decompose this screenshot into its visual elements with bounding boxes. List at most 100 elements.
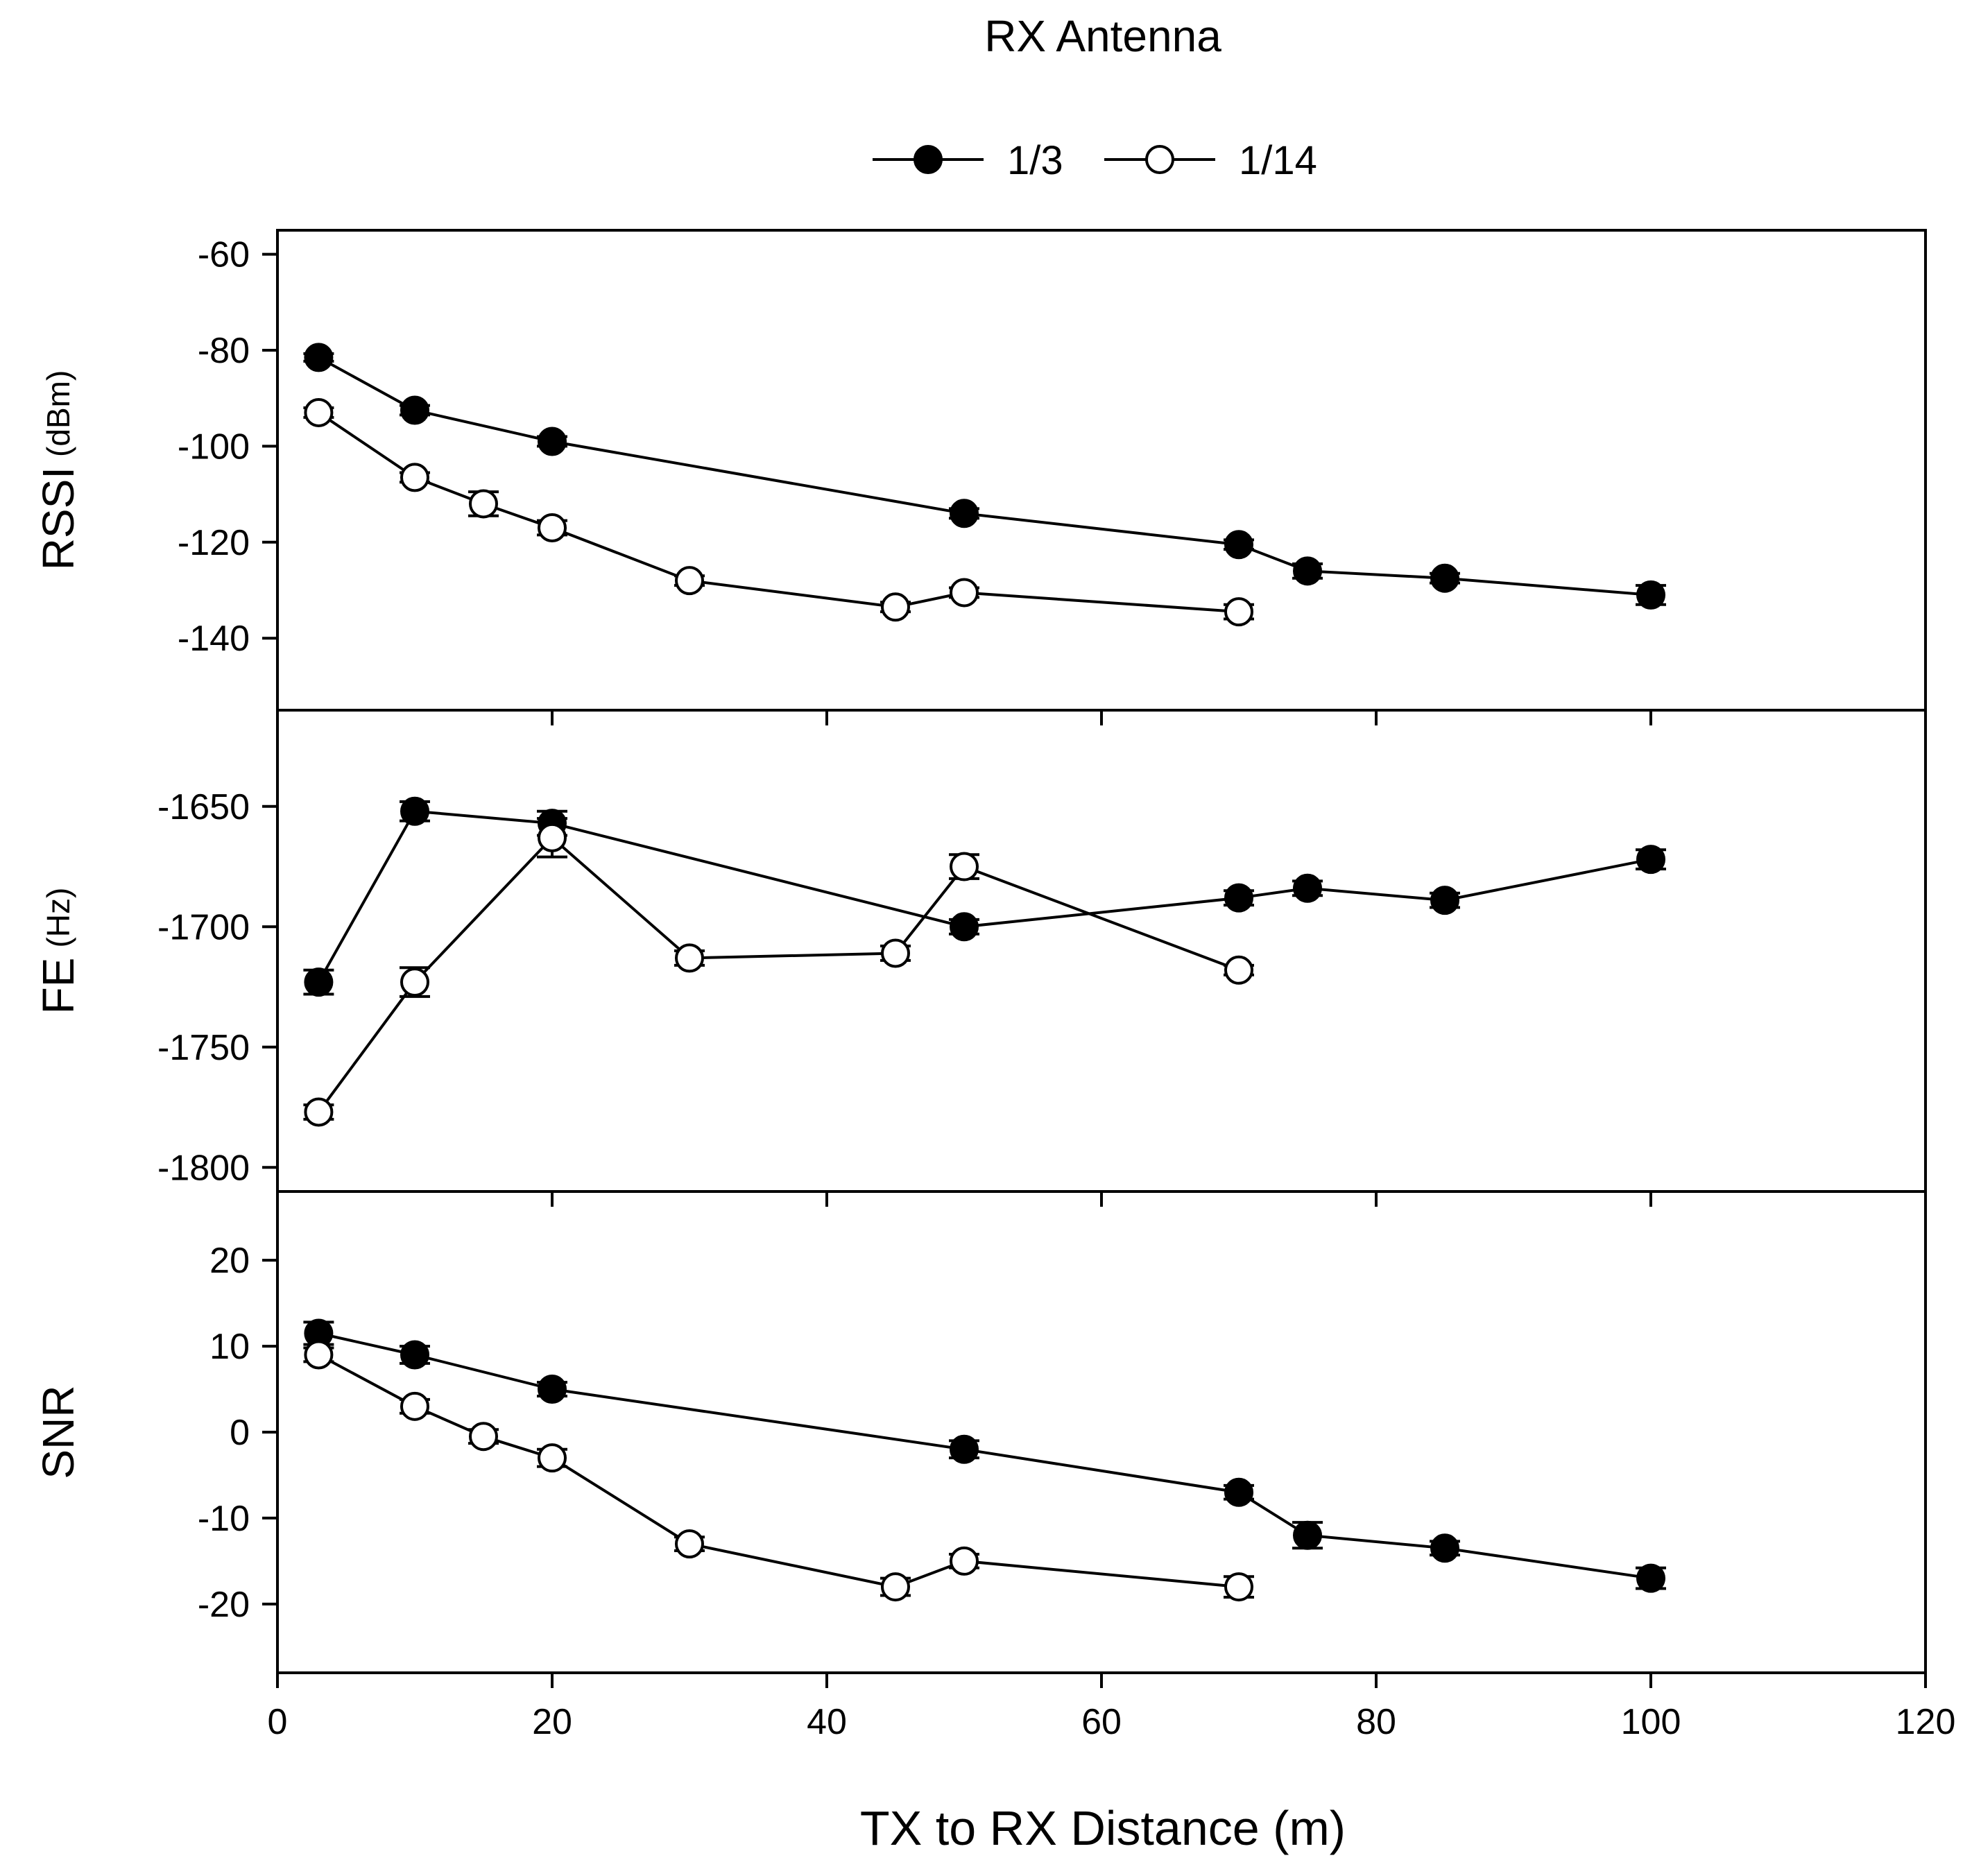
data-point bbox=[538, 823, 567, 852]
x-tick-label: 0 bbox=[268, 1702, 288, 1742]
y-tick-label: -1800 bbox=[157, 1148, 250, 1188]
y-axis-unit-text: (dBm) bbox=[40, 370, 76, 457]
data-point bbox=[400, 1340, 429, 1370]
x-tick-label: 40 bbox=[807, 1702, 847, 1742]
x-tick-label: 80 bbox=[1356, 1702, 1396, 1742]
data-point bbox=[1293, 556, 1322, 586]
x-tick-label: 60 bbox=[1081, 1702, 1122, 1742]
series-line bbox=[317, 809, 1652, 983]
data-point bbox=[950, 1546, 979, 1576]
y-tick-label: -60 bbox=[198, 235, 250, 275]
legend: 1/3 1/14 bbox=[873, 138, 1317, 183]
series-rssi-1-3 bbox=[303, 343, 1666, 610]
y-tick-label: -80 bbox=[198, 331, 250, 371]
data-point bbox=[881, 938, 910, 968]
data-point bbox=[1430, 886, 1459, 915]
panels: -60-80-100-120-140RSSI(dBm)-1650-1700-17… bbox=[33, 229, 1927, 1688]
data-point bbox=[950, 852, 979, 881]
data-point bbox=[1293, 1520, 1322, 1550]
data-point bbox=[1430, 1533, 1459, 1563]
series-rssi-1-14 bbox=[303, 397, 1254, 627]
data-point bbox=[950, 578, 979, 608]
panel-frame bbox=[276, 229, 1927, 712]
y-tick-label: -1750 bbox=[157, 1028, 250, 1068]
data-point bbox=[400, 1391, 429, 1421]
series-snr-1-14 bbox=[303, 1340, 1254, 1602]
series-snr-1-3 bbox=[303, 1318, 1666, 1593]
data-point bbox=[400, 796, 429, 826]
y-tick-label: -1650 bbox=[157, 787, 250, 827]
data-point bbox=[1224, 883, 1253, 913]
panel-snr: 20 10 0 -10 -20 SNR bbox=[33, 1190, 1927, 1688]
x-axis-label: TX to RX Distance (m) bbox=[860, 1801, 1346, 1855]
x-tick-label: 120 bbox=[1896, 1702, 1956, 1742]
data-point bbox=[1293, 873, 1322, 903]
series-fe-1-14 bbox=[303, 817, 1254, 1127]
data-point bbox=[881, 1572, 910, 1602]
y-tick-label: -100 bbox=[178, 427, 250, 467]
data-point bbox=[400, 967, 429, 997]
y-tick-label: 10 bbox=[209, 1327, 250, 1367]
data-point bbox=[469, 489, 498, 519]
data-point bbox=[675, 566, 704, 596]
data-point bbox=[304, 967, 334, 997]
y-tick-label: -10 bbox=[198, 1499, 250, 1539]
data-point bbox=[469, 1422, 498, 1452]
data-point bbox=[304, 1340, 334, 1370]
y-tick-label: -120 bbox=[178, 523, 250, 563]
data-point bbox=[304, 343, 334, 372]
legend-marker-1-14 bbox=[1145, 145, 1174, 174]
y-axis-unit-text: (Hz) bbox=[40, 888, 76, 948]
data-point bbox=[881, 592, 910, 622]
legend-entry-1-3: 1/3 bbox=[873, 138, 1063, 183]
x-axis: 0 20 40 60 80 100 120 bbox=[268, 1702, 1956, 1742]
y-axis-label-text: SNR bbox=[33, 1385, 83, 1479]
x-tick-label: 100 bbox=[1621, 1702, 1681, 1742]
data-point bbox=[538, 513, 567, 543]
data-point bbox=[950, 499, 979, 528]
y-axis-label-rssi: RSSI (dBm) bbox=[33, 370, 83, 571]
y-axis-label-text: FE bbox=[33, 958, 83, 1015]
chart-title: RX Antenna bbox=[984, 11, 1221, 61]
data-point bbox=[950, 912, 979, 942]
y-tick-label: -1700 bbox=[157, 907, 250, 947]
y-axis-label-text: RSSI bbox=[33, 467, 83, 570]
data-point bbox=[1224, 530, 1253, 560]
data-point bbox=[950, 1434, 979, 1464]
data-point bbox=[1636, 580, 1665, 610]
data-point bbox=[538, 1443, 567, 1473]
data-point bbox=[538, 427, 567, 456]
data-point bbox=[1636, 1563, 1665, 1593]
data-point bbox=[1224, 597, 1253, 627]
data-point bbox=[304, 1097, 334, 1127]
legend-label-1-3: 1/3 bbox=[1007, 138, 1063, 183]
series-line bbox=[318, 1332, 1652, 1580]
y-tick-label: -140 bbox=[178, 619, 250, 659]
data-point bbox=[400, 463, 429, 492]
y-tick-label: -20 bbox=[198, 1585, 250, 1625]
data-point bbox=[1224, 1477, 1253, 1507]
data-point bbox=[675, 943, 704, 973]
series-line bbox=[318, 356, 1652, 596]
panel-rssi: -60 -80 -100 -120 -140 RSSI (dBm) bbox=[33, 229, 1927, 725]
series-fe-1-3 bbox=[303, 796, 1666, 997]
data-point bbox=[400, 395, 429, 425]
series-line bbox=[318, 411, 1240, 614]
panel-frame bbox=[276, 709, 1927, 1193]
data-point bbox=[1430, 563, 1459, 593]
x-tick-label: 20 bbox=[532, 1702, 572, 1742]
panel-fe: -1650 -1700 -1750 -1800 FE (Hz) bbox=[33, 709, 1927, 1207]
y-tick-label: 0 bbox=[230, 1413, 250, 1453]
y-axis-label-snr: SNR bbox=[33, 1385, 83, 1479]
data-point bbox=[675, 1529, 704, 1559]
y-axis-label-fe: FE (Hz) bbox=[33, 888, 83, 1015]
panel-frame bbox=[276, 1190, 1927, 1674]
data-point bbox=[538, 1375, 567, 1404]
data-point bbox=[1224, 955, 1253, 985]
data-point bbox=[1636, 845, 1665, 875]
legend-label-1-14: 1/14 bbox=[1239, 138, 1317, 183]
data-point bbox=[1224, 1572, 1253, 1602]
y-tick-label: 20 bbox=[209, 1241, 250, 1281]
legend-marker-1-3 bbox=[914, 145, 943, 174]
